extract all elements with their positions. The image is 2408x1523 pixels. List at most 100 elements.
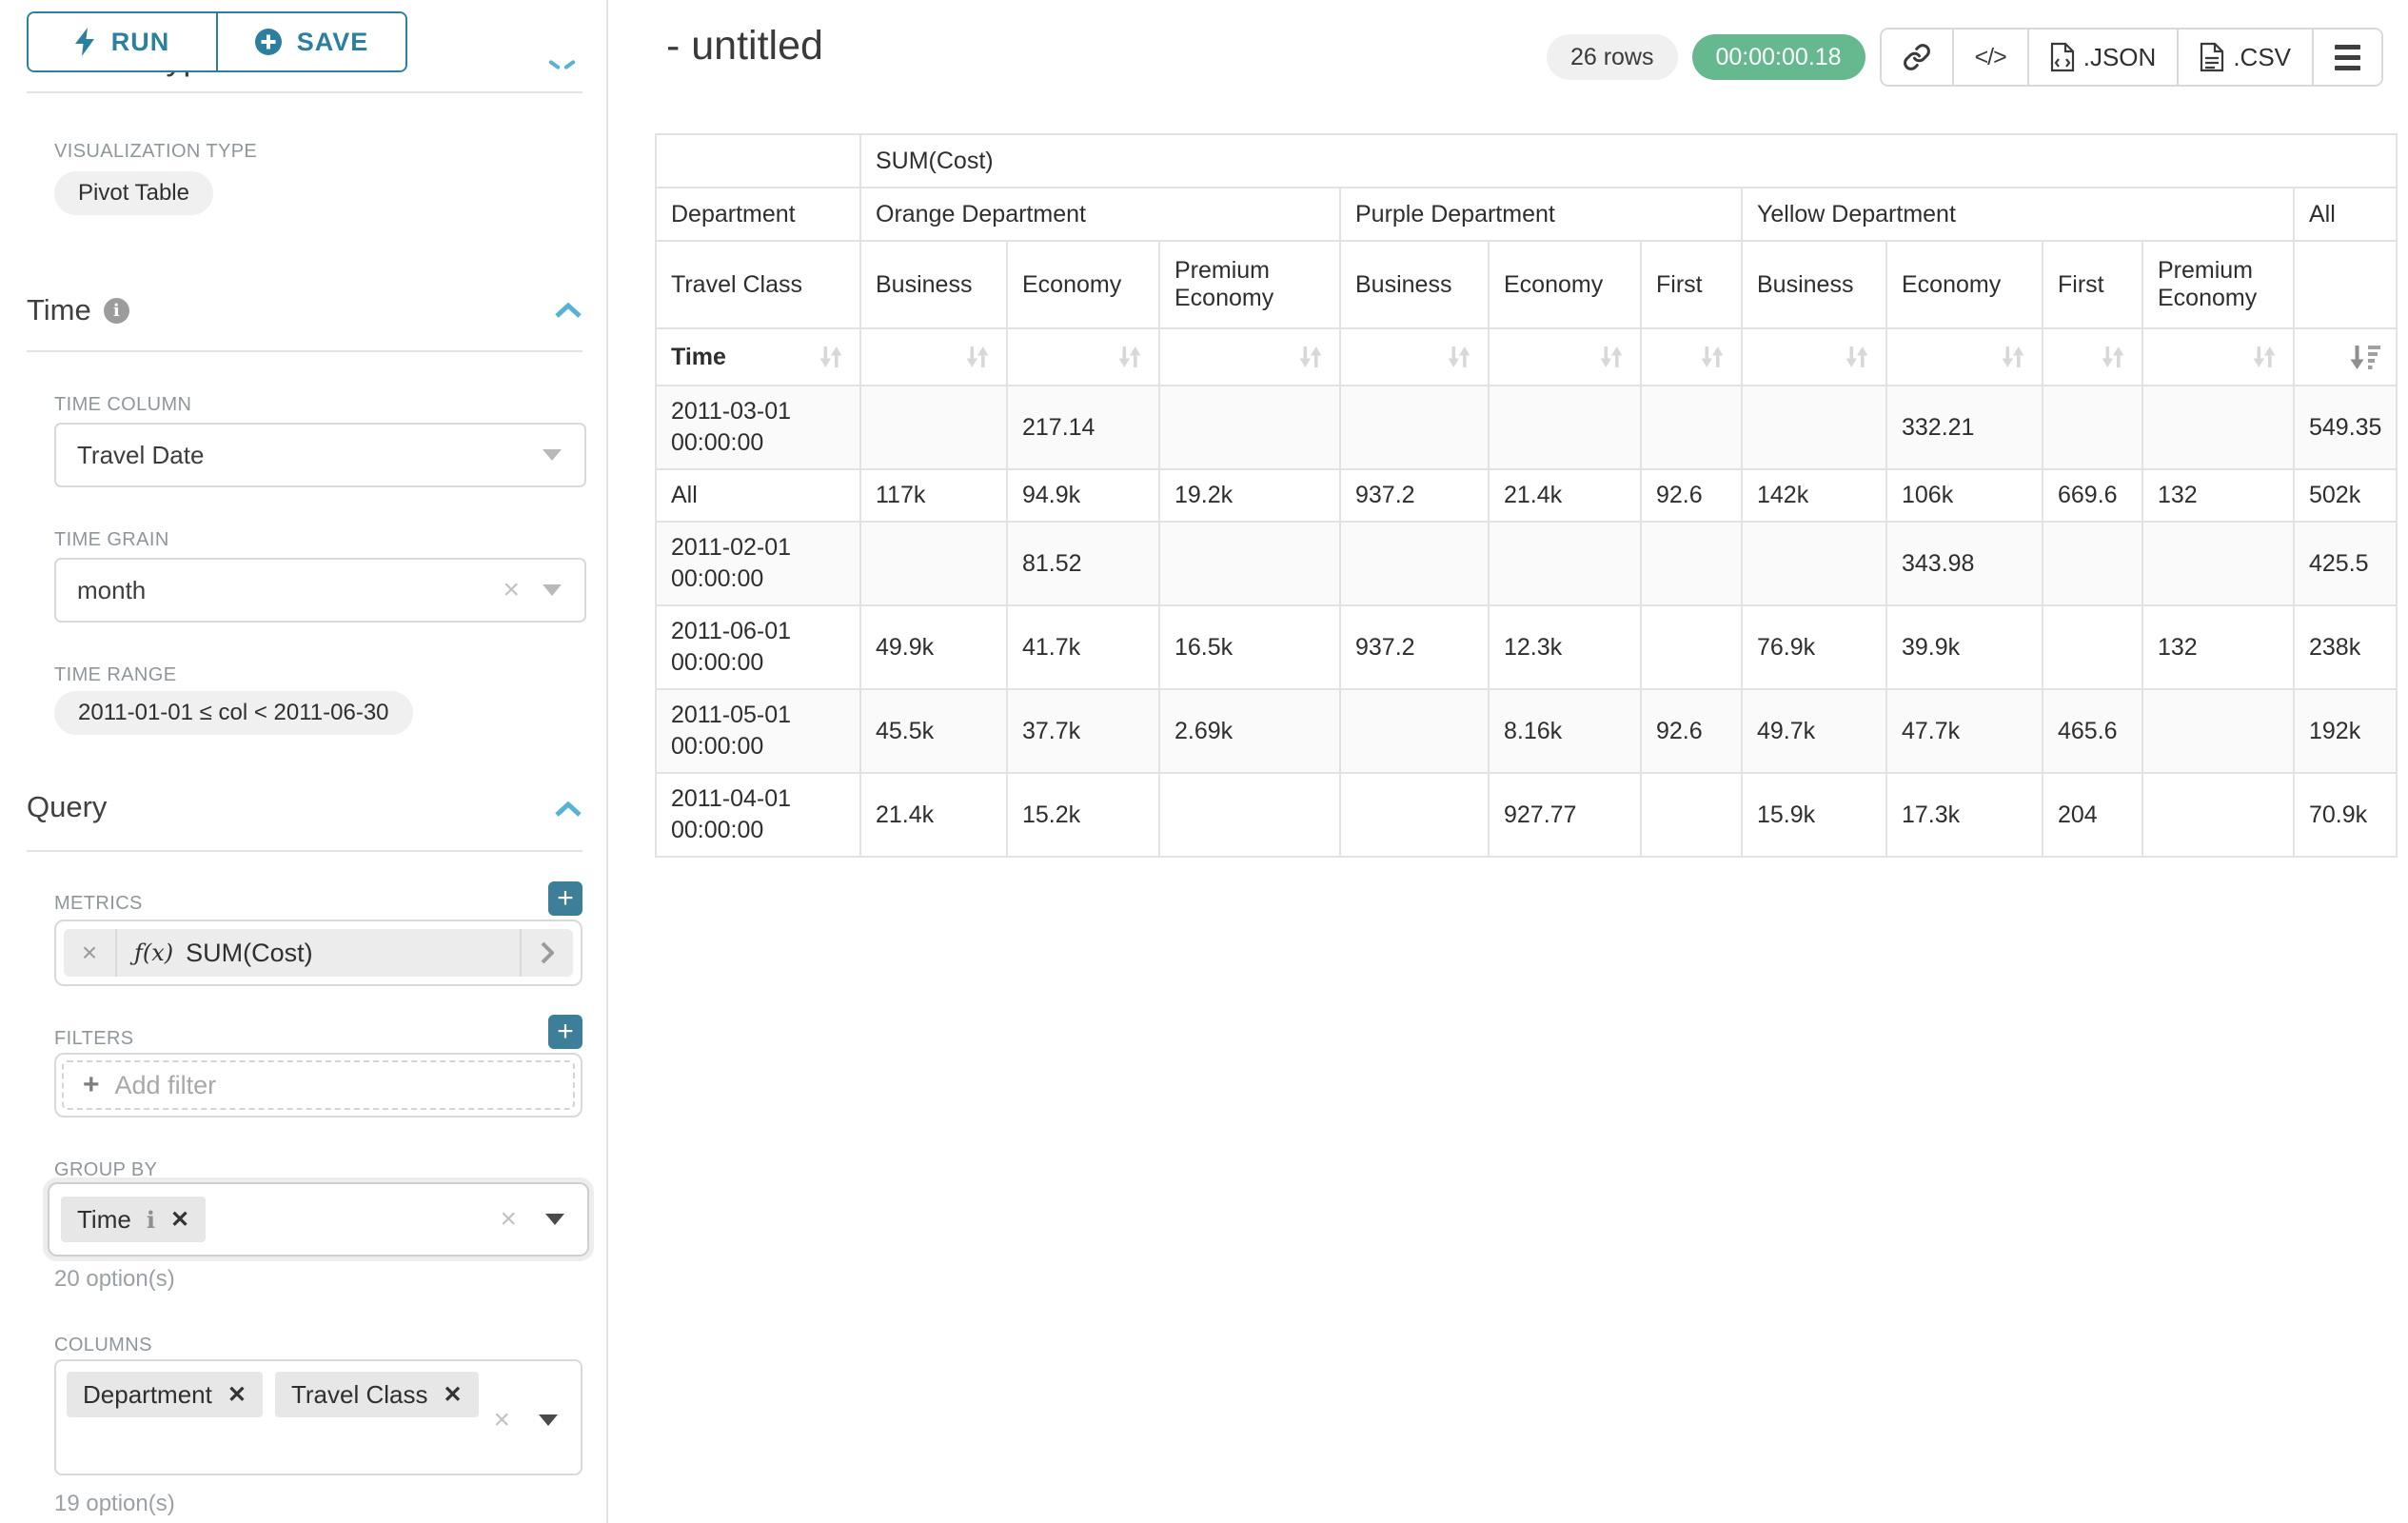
pivot-table: SUM(Cost) Department Orange Department Purp… bbox=[655, 133, 2398, 858]
query-section-header[interactable]: Query bbox=[27, 790, 107, 824]
row-label: 2011-06-01 00:00:00 bbox=[655, 604, 861, 690]
sort-arrows-icon bbox=[1448, 346, 1470, 367]
value-cell bbox=[1640, 772, 1743, 858]
add-filter-plus-button[interactable]: + bbox=[548, 1015, 582, 1049]
value-cell: 15.9k bbox=[1741, 772, 1887, 858]
value-cell bbox=[2142, 521, 2295, 606]
value-cell: 142k bbox=[1741, 468, 1887, 523]
sort-header[interactable] bbox=[2292, 327, 2398, 386]
value-cell bbox=[2142, 688, 2295, 774]
sort-arrows-icon bbox=[1299, 346, 1322, 367]
value-cell bbox=[859, 521, 1008, 606]
sort-header[interactable] bbox=[2142, 327, 2295, 386]
value-cell: 16.5k bbox=[1158, 604, 1341, 690]
sort-header[interactable] bbox=[2042, 327, 2143, 386]
value-cell: 549.35 bbox=[2292, 385, 2398, 470]
value-cell: 19.2k bbox=[1158, 468, 1341, 523]
value-cell bbox=[1158, 521, 1341, 606]
add-metric-button[interactable]: + bbox=[548, 881, 582, 916]
value-cell: 937.2 bbox=[1339, 468, 1490, 523]
sort-header[interactable] bbox=[1885, 327, 2043, 386]
value-cell: 92.6 bbox=[1640, 688, 1743, 774]
time-grain-select[interactable]: month × bbox=[54, 558, 586, 623]
time-section-header[interactable]: Time i bbox=[27, 293, 129, 327]
chart-title[interactable]: - untitled bbox=[666, 23, 823, 69]
value-cell bbox=[1640, 521, 1743, 606]
value-cell bbox=[2042, 521, 2143, 606]
view-query-button[interactable]: </> bbox=[1951, 30, 2027, 85]
remove-metric-icon[interactable]: × bbox=[64, 929, 117, 977]
tag-label: Department bbox=[83, 1379, 212, 1409]
value-cell: 45.5k bbox=[859, 688, 1008, 774]
time-sort-header[interactable]: Time bbox=[655, 327, 861, 386]
value-cell: 2.69k bbox=[1158, 688, 1341, 774]
plus-circle-icon bbox=[254, 29, 282, 55]
metric-name: SUM(Cost) bbox=[186, 938, 313, 967]
menu-icon bbox=[2335, 44, 2360, 70]
metrics-label: METRICS bbox=[54, 893, 143, 914]
table-row: All 117k 94.9k 19.2k 937.2 21.4k 92.6 142k 106k 6… bbox=[655, 468, 2398, 523]
visualization-type-value[interactable]: Pivot Table bbox=[54, 171, 213, 215]
travel-class-header bbox=[2292, 240, 2398, 329]
value-cell: 70.9k bbox=[2292, 772, 2398, 858]
chevron-right-icon[interactable] bbox=[520, 929, 573, 977]
value-cell: 12.3k bbox=[1488, 604, 1642, 690]
chevron-up-icon bbox=[548, 59, 561, 70]
add-filter-button[interactable]: + Add filter bbox=[62, 1060, 575, 1110]
time-range-value[interactable]: 2011-01-01 ≤ col < 2011-06-30 bbox=[54, 691, 413, 735]
sort-descending-icon bbox=[2350, 346, 2381, 369]
bolt-icon bbox=[74, 28, 94, 56]
metric-chip[interactable]: × ƒ(x) SUM(Cost) bbox=[64, 929, 573, 977]
sort-header[interactable] bbox=[1488, 327, 1642, 386]
share-link-button[interactable] bbox=[1881, 30, 1952, 85]
visualization-type-label: VISUALIZATION TYPE bbox=[54, 141, 258, 162]
save-button[interactable]: SAVE bbox=[216, 13, 405, 70]
value-cell: 425.5 bbox=[2292, 521, 2398, 606]
sort-arrows-icon bbox=[2253, 346, 2276, 367]
export-button-group: </> .JSON .CSV bbox=[1879, 28, 2383, 87]
remove-tag-icon[interactable]: ✕ bbox=[169, 1206, 190, 1233]
run-button[interactable]: RUN bbox=[29, 13, 216, 70]
remove-tag-icon[interactable]: ✕ bbox=[227, 1381, 247, 1408]
time-column-select[interactable]: Travel Date bbox=[54, 423, 586, 487]
file-icon bbox=[2201, 42, 2224, 72]
sort-header[interactable] bbox=[1339, 327, 1490, 386]
travel-class-header: Business bbox=[1339, 240, 1490, 329]
menu-button[interactable] bbox=[2312, 30, 2381, 85]
value-cell: 669.6 bbox=[2042, 468, 2143, 523]
department-header-row: Department Orange Department Purple Depart… bbox=[655, 187, 2398, 242]
group-by-select[interactable]: Time i ✕ × bbox=[48, 1182, 589, 1256]
sort-header[interactable] bbox=[1158, 327, 1341, 386]
sort-header[interactable] bbox=[1006, 327, 1160, 386]
sort-header[interactable] bbox=[1741, 327, 1887, 386]
value-cell: 49.7k bbox=[1741, 688, 1887, 774]
sort-header[interactable] bbox=[859, 327, 1008, 386]
query-timer-badge: 00:00:00.18 bbox=[1691, 34, 1865, 80]
value-cell bbox=[1339, 772, 1490, 858]
group-by-option-count: 20 option(s) bbox=[54, 1266, 175, 1292]
value-cell bbox=[1158, 385, 1341, 470]
export-json-button[interactable]: .JSON bbox=[2026, 30, 2178, 85]
export-csv-button[interactable]: .CSV bbox=[2177, 30, 2312, 85]
chevron-up-icon[interactable] bbox=[554, 303, 582, 319]
clear-icon[interactable]: × bbox=[500, 1203, 517, 1235]
time-row-label: Time bbox=[671, 343, 726, 370]
clear-icon[interactable]: × bbox=[493, 1404, 510, 1435]
group-by-tag: Time i ✕ bbox=[61, 1197, 207, 1242]
sort-header[interactable] bbox=[1640, 327, 1743, 386]
value-cell bbox=[1640, 604, 1743, 690]
value-cell bbox=[2142, 772, 2295, 858]
remove-tag-icon[interactable]: ✕ bbox=[443, 1381, 463, 1408]
divider bbox=[27, 350, 582, 352]
value-cell: 37.7k bbox=[1006, 688, 1160, 774]
columns-tag: Travel Class ✕ bbox=[274, 1372, 479, 1417]
chevron-up-icon[interactable] bbox=[554, 801, 582, 818]
clear-icon[interactable]: × bbox=[503, 574, 520, 605]
export-csv-label: .CSV bbox=[2233, 42, 2291, 71]
caret-down-icon bbox=[543, 584, 562, 596]
department-group-header: Orange Department bbox=[859, 187, 1341, 242]
value-cell: 81.52 bbox=[1006, 521, 1160, 606]
value-cell bbox=[1488, 521, 1642, 606]
columns-select[interactable]: Department ✕ Travel Class ✕ × bbox=[54, 1359, 582, 1475]
time-column-value: Travel Date bbox=[77, 440, 205, 469]
